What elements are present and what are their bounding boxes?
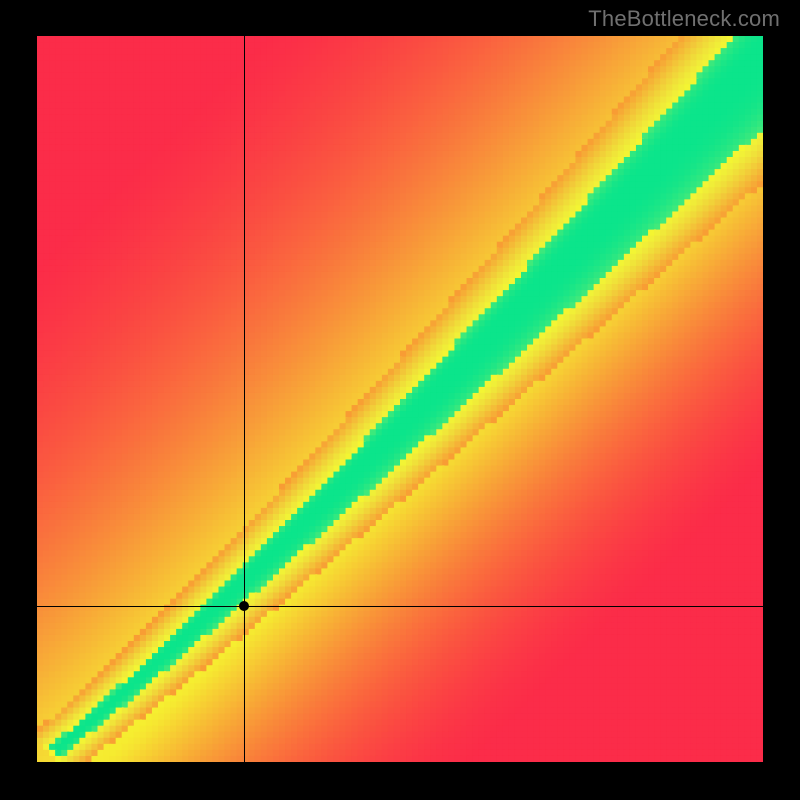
marker-dot	[239, 601, 249, 611]
watermark-label: TheBottleneck.com	[588, 6, 780, 32]
heatmap-canvas	[37, 36, 763, 762]
crosshair-horizontal	[37, 606, 763, 607]
crosshair-vertical	[244, 36, 245, 762]
chart-outer-frame: TheBottleneck.com	[0, 0, 800, 800]
heatmap-plot	[37, 36, 763, 762]
